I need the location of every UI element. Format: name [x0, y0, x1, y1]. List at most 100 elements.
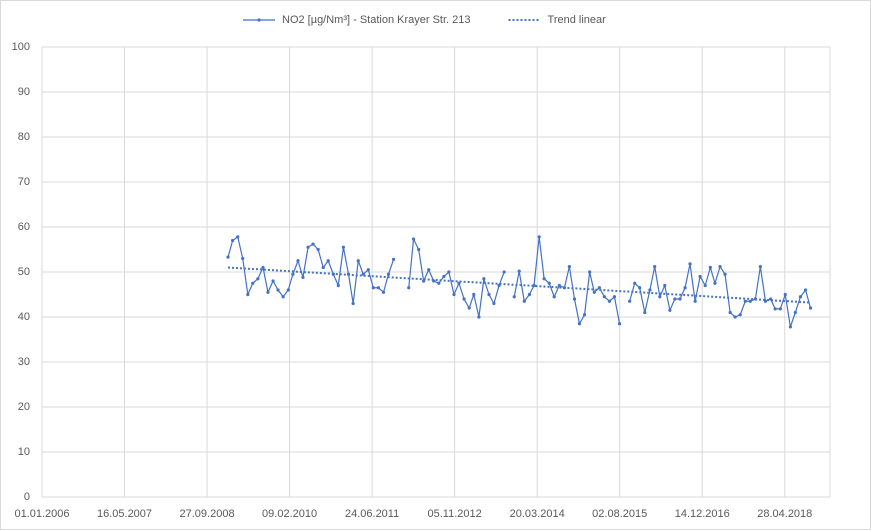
data-point	[266, 290, 270, 294]
data-point	[366, 268, 370, 272]
data-point	[356, 259, 360, 263]
data-point	[653, 265, 657, 269]
data-point	[678, 297, 682, 301]
data-point	[376, 286, 380, 290]
data-point	[527, 292, 532, 297]
data-point	[572, 297, 577, 301]
x-tick-label: 05.11.2012	[428, 508, 482, 520]
data-point	[442, 274, 446, 279]
data-point	[281, 295, 285, 299]
x-tick-label: 14.12.2016	[675, 508, 730, 520]
data-point	[663, 283, 667, 288]
y-tick-label: 50	[18, 266, 30, 278]
data-point	[341, 245, 346, 249]
data-point	[336, 283, 340, 288]
legend-label: NO2 [µg/Nm³] - Station Krayer Str. 213	[282, 14, 471, 26]
data-point	[798, 295, 803, 299]
data-point	[291, 272, 295, 276]
data-point	[658, 295, 662, 299]
data-point	[728, 310, 732, 315]
data-point	[633, 281, 637, 285]
data-point	[371, 286, 375, 290]
y-tick-label: 70	[18, 176, 30, 188]
data-point	[693, 299, 697, 303]
x-tick-label: 27.09.2008	[180, 508, 235, 520]
data-point	[492, 301, 496, 306]
data-point	[723, 272, 727, 276]
data-line	[227, 235, 812, 328]
data-point	[758, 265, 762, 269]
y-tick-label: 20	[18, 401, 30, 413]
data-point	[612, 295, 617, 299]
data-point	[793, 310, 797, 315]
data-point	[286, 288, 290, 292]
data-point	[452, 292, 456, 297]
data-point	[733, 315, 737, 319]
data-point	[512, 295, 516, 299]
data-point	[542, 277, 546, 281]
data-point	[628, 299, 632, 303]
y-tick-label: 30	[18, 356, 30, 368]
data-point	[713, 281, 717, 285]
data-point	[407, 286, 411, 290]
data-point	[351, 301, 355, 306]
data-point	[411, 237, 416, 241]
data-point	[381, 290, 386, 294]
data-point	[316, 247, 320, 252]
data-point	[602, 295, 606, 299]
data-point	[718, 265, 722, 269]
data-point	[592, 290, 596, 294]
data-point	[231, 238, 235, 243]
data-point	[241, 256, 245, 261]
data-point	[467, 306, 471, 310]
data-point	[261, 265, 265, 270]
data-point	[648, 288, 652, 292]
data-point	[276, 288, 280, 292]
data-point	[582, 313, 587, 317]
data-point	[462, 297, 466, 301]
data-point	[803, 288, 808, 292]
data-point	[617, 322, 622, 326]
x-tick-label: 20.03.2014	[510, 508, 565, 520]
y-tick-label: 60	[18, 221, 30, 233]
trend-line	[227, 266, 811, 304]
data-point	[417, 247, 421, 252]
y-tick-label: 100	[12, 41, 30, 53]
data-point	[236, 235, 240, 239]
data-point	[386, 272, 391, 276]
y-tick-label: 10	[18, 446, 30, 458]
data-point	[472, 292, 476, 297]
x-tick-label: 02.08.2015	[592, 508, 647, 520]
data-point	[588, 270, 592, 274]
data-point	[808, 306, 813, 310]
data-point	[788, 325, 792, 329]
y-tick-label: 90	[18, 86, 30, 98]
data-point	[477, 315, 481, 319]
data-point	[391, 257, 396, 261]
data-point	[577, 322, 582, 326]
data-point	[773, 307, 777, 311]
data-point	[552, 295, 556, 299]
data-point	[256, 277, 260, 281]
data-point	[683, 286, 687, 290]
data-point	[743, 299, 747, 303]
data-point	[638, 286, 642, 290]
data-point	[251, 281, 255, 285]
legend-marker	[257, 18, 261, 22]
data-point	[482, 277, 486, 281]
data-point	[321, 265, 325, 270]
data-point	[688, 262, 692, 266]
data-point	[296, 259, 300, 263]
y-tick-label: 40	[18, 311, 30, 323]
data-point	[517, 269, 521, 273]
x-tick-label: 24.06.2011	[345, 508, 399, 520]
data-point	[301, 275, 305, 279]
data-point	[738, 313, 742, 317]
data-point	[306, 245, 310, 249]
data-point	[447, 270, 451, 274]
data-point	[326, 259, 330, 263]
data-point	[246, 292, 250, 297]
data-point	[271, 279, 275, 283]
